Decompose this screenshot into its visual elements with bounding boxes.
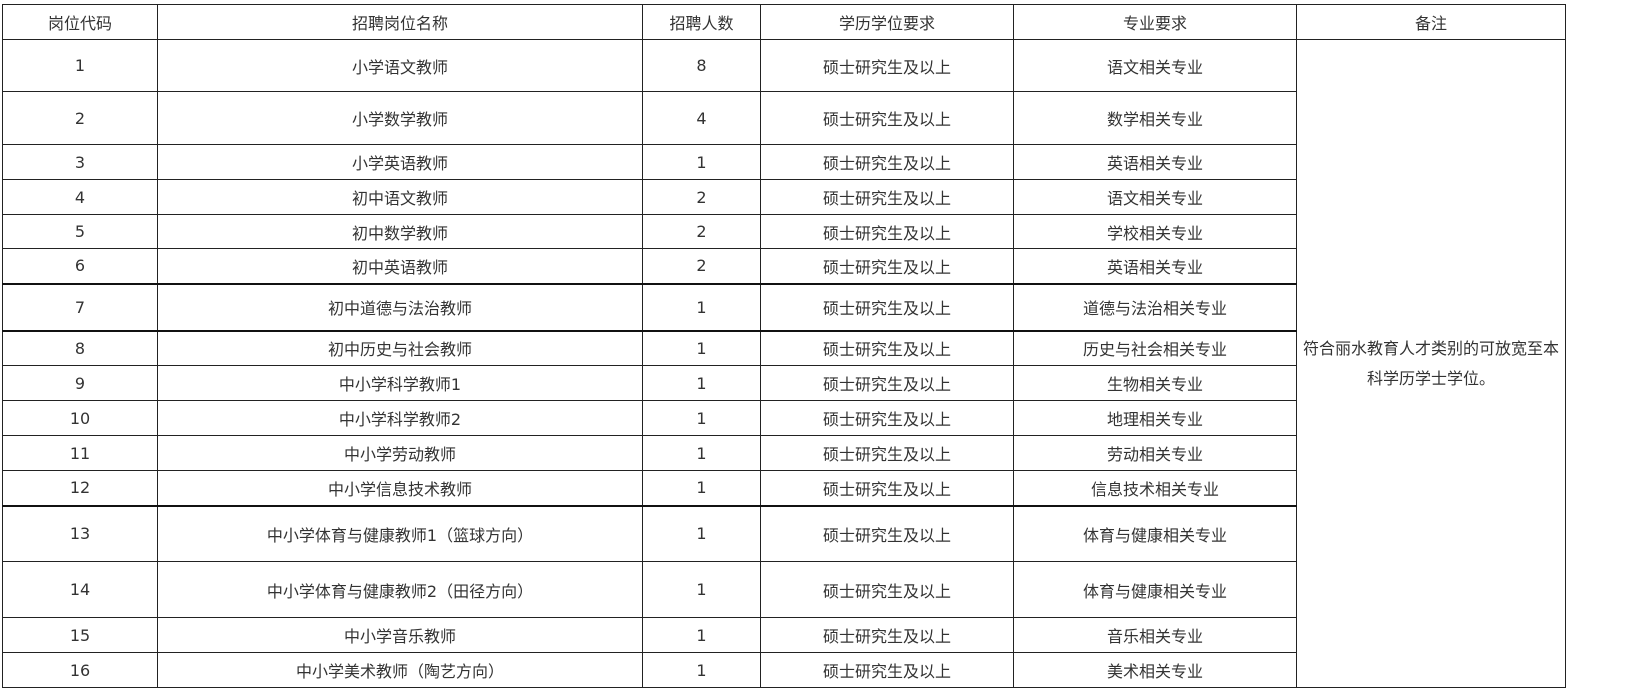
cell-name: 初中道德与法治教师 [157, 283, 643, 332]
cell-count: 1 [642, 144, 761, 180]
table-row: 14 中小学体育与健康教师2（田径方向） 1 硕士研究生及以上 体育与健康相关专业 [2, 561, 1566, 618]
cell-major: 英语相关专业 [1013, 248, 1297, 285]
cell-code: 7 [2, 283, 158, 332]
cell-code: 8 [2, 330, 158, 366]
cell-major: 劳动相关专业 [1013, 435, 1297, 471]
cell-degree: 硕士研究生及以上 [760, 39, 1014, 92]
cell-major: 语文相关专业 [1013, 179, 1297, 215]
cell-name: 中小学美术教师（陶艺方向） [157, 652, 643, 688]
cell-degree: 硕士研究生及以上 [760, 248, 1014, 285]
table-row: 2 小学数学教师 4 硕士研究生及以上 数学相关专业 [2, 91, 1566, 145]
cell-major: 英语相关专业 [1013, 144, 1297, 180]
cell-major: 历史与社会相关专业 [1013, 330, 1297, 366]
cell-remark: 符合丽水教育人才类别的可放宽至本科学历学士学位。 [1296, 39, 1566, 688]
cell-count: 1 [642, 330, 761, 366]
cell-name: 初中数学教师 [157, 214, 643, 249]
cell-code: 14 [2, 561, 158, 618]
cell-code: 15 [2, 617, 158, 653]
cell-code: 11 [2, 435, 158, 471]
cell-major: 体育与健康相关专业 [1013, 505, 1297, 562]
cell-count: 1 [642, 617, 761, 653]
cell-name: 小学语文教师 [157, 39, 643, 92]
cell-major: 体育与健康相关专业 [1013, 561, 1297, 618]
cell-code: 9 [2, 365, 158, 401]
cell-count: 1 [642, 652, 761, 688]
cell-degree: 硕士研究生及以上 [760, 330, 1014, 366]
cell-name: 中小学体育与健康教师2（田径方向） [157, 561, 643, 618]
cell-major: 美术相关专业 [1013, 652, 1297, 688]
cell-name: 初中语文教师 [157, 179, 643, 215]
cell-degree: 硕士研究生及以上 [760, 505, 1014, 562]
cell-degree: 硕士研究生及以上 [760, 179, 1014, 215]
header-code: 岗位代码 [2, 4, 158, 40]
table-row: 11 中小学劳动教师 1 硕士研究生及以上 劳动相关专业 [2, 435, 1566, 471]
cell-degree: 硕士研究生及以上 [760, 400, 1014, 436]
cell-code: 3 [2, 144, 158, 180]
cell-code: 2 [2, 91, 158, 145]
cell-major: 音乐相关专业 [1013, 617, 1297, 653]
cell-major: 数学相关专业 [1013, 91, 1297, 145]
cell-name: 中小学科学教师2 [157, 400, 643, 436]
cell-code: 13 [2, 505, 158, 562]
cell-code: 12 [2, 470, 158, 507]
table-row: 1 小学语文教师 8 硕士研究生及以上 语文相关专业 符合丽水教育人才类别的可放宽至本科学… [2, 39, 1566, 688]
cell-major: 学校相关专业 [1013, 214, 1297, 249]
cell-name: 小学数学教师 [157, 91, 643, 145]
cell-count: 1 [642, 283, 761, 332]
header-row: 岗位代码 招聘岗位名称 招聘人数 学历学位要求 专业要求 备注 [2, 4, 1566, 40]
cell-degree: 硕士研究生及以上 [760, 91, 1014, 145]
cell-name: 中小学劳动教师 [157, 435, 643, 471]
header-degree: 学历学位要求 [760, 4, 1014, 40]
cell-name: 中小学信息技术教师 [157, 470, 643, 507]
cell-count: 1 [642, 561, 761, 618]
cell-count: 8 [642, 39, 761, 92]
cell-major: 语文相关专业 [1013, 39, 1297, 92]
cell-count: 1 [642, 505, 761, 562]
cell-code: 4 [2, 179, 158, 215]
header-name: 招聘岗位名称 [157, 4, 643, 40]
cell-code: 5 [2, 214, 158, 249]
cell-degree: 硕士研究生及以上 [760, 144, 1014, 180]
cell-code: 1 [2, 39, 158, 92]
cell-name: 中小学音乐教师 [157, 617, 643, 653]
header-count: 招聘人数 [642, 4, 761, 40]
cell-major: 信息技术相关专业 [1013, 470, 1297, 507]
cell-count: 2 [642, 214, 761, 249]
cell-major: 生物相关专业 [1013, 365, 1297, 401]
cell-name: 初中英语教师 [157, 248, 643, 285]
cell-count: 1 [642, 400, 761, 436]
cell-major: 地理相关专业 [1013, 400, 1297, 436]
cell-code: 6 [2, 248, 158, 285]
table-row: 12 中小学信息技术教师 1 硕士研究生及以上 信息技术相关专业 [2, 470, 1566, 507]
table-row: 15 中小学音乐教师 1 硕士研究生及以上 音乐相关专业 [2, 617, 1566, 653]
cell-count: 2 [642, 248, 761, 285]
cell-degree: 硕士研究生及以上 [760, 214, 1014, 249]
cell-name: 初中历史与社会教师 [157, 330, 643, 366]
cell-degree: 硕士研究生及以上 [760, 561, 1014, 618]
cell-name: 中小学体育与健康教师1（篮球方向） [157, 505, 643, 562]
cell-degree: 硕士研究生及以上 [760, 652, 1014, 688]
cell-name: 中小学科学教师1 [157, 365, 643, 401]
recruitment-table: 岗位代码 招聘岗位名称 招聘人数 学历学位要求 专业要求 备注 1 小学语文教师 8… [2, 4, 1566, 688]
cell-count: 2 [642, 179, 761, 215]
cell-major: 道德与法治相关专业 [1013, 283, 1297, 332]
cell-name: 小学英语教师 [157, 144, 643, 180]
table-row: 8 初中历史与社会教师 1 硕士研究生及以上 历史与社会相关专业 [2, 330, 1566, 366]
cell-degree: 硕士研究生及以上 [760, 617, 1014, 653]
cell-degree: 硕士研究生及以上 [760, 365, 1014, 401]
cell-code: 10 [2, 400, 158, 436]
cell-degree: 硕士研究生及以上 [760, 435, 1014, 471]
cell-count: 1 [642, 365, 761, 401]
cell-degree: 硕士研究生及以上 [760, 470, 1014, 507]
cell-count: 1 [642, 435, 761, 471]
cell-count: 4 [642, 91, 761, 145]
table-row: 16 中小学美术教师（陶艺方向） 1 硕士研究生及以上 美术相关专业 [2, 652, 1566, 688]
cell-code: 16 [2, 652, 158, 688]
cell-count: 1 [642, 470, 761, 507]
cell-degree: 硕士研究生及以上 [760, 283, 1014, 332]
table-row: 7 初中道德与法治教师 1 硕士研究生及以上 道德与法治相关专业 [2, 283, 1566, 332]
table-row: 6 初中英语教师 2 硕士研究生及以上 英语相关专业 [2, 248, 1566, 285]
header-major: 专业要求 [1013, 4, 1297, 40]
header-remark: 备注 [1296, 4, 1566, 40]
